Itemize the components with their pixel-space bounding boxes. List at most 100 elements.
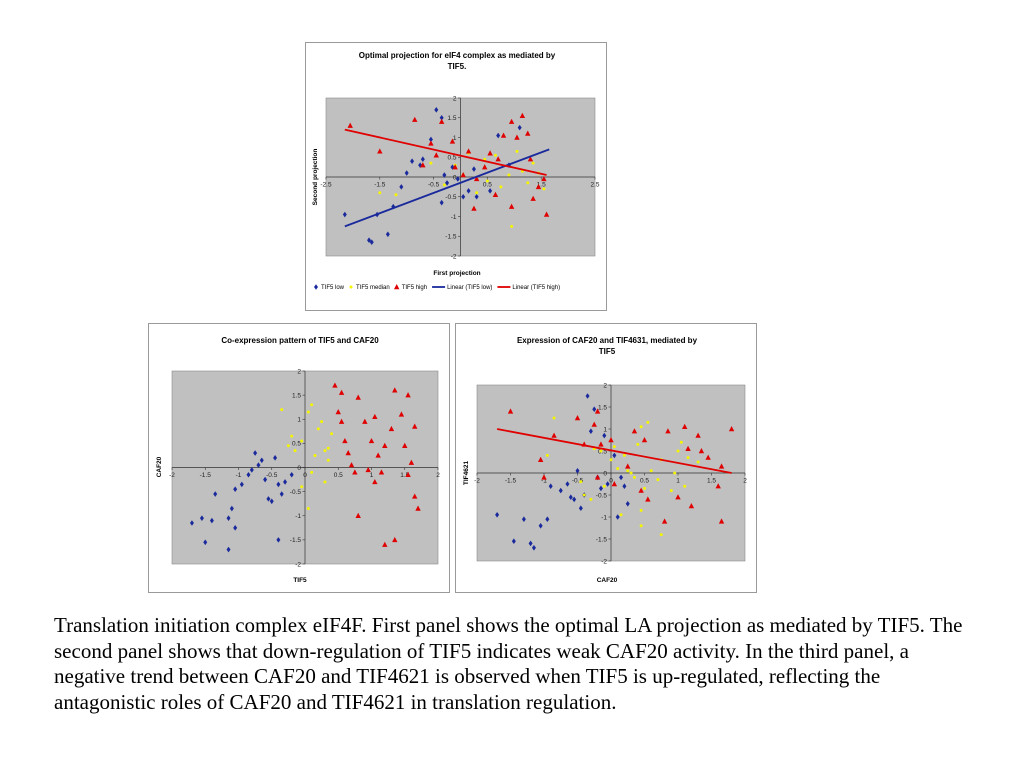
data-point	[378, 191, 382, 195]
data-point	[280, 408, 284, 412]
data-point	[527, 156, 534, 162]
x-tick-label: 2	[743, 478, 747, 485]
data-point	[434, 107, 439, 113]
x-tick-label: 1	[676, 478, 680, 485]
data-point	[342, 437, 348, 444]
data-point	[342, 211, 347, 218]
data-point	[548, 483, 553, 489]
data-point	[578, 505, 583, 511]
data-point	[515, 149, 519, 153]
data-point	[300, 439, 304, 443]
data-point	[273, 455, 278, 461]
chart-optimal-projection: Optimal projection for eIF4 complex as m…	[312, 51, 600, 291]
data-point	[266, 496, 271, 502]
data-point	[398, 411, 405, 417]
chart-panel-caf20-tif4621: Expression of CAF20 and TIF4631, mediate…	[455, 323, 757, 593]
data-point	[574, 415, 581, 421]
y-tick-label: -1.5	[445, 234, 457, 241]
data-point	[572, 496, 577, 503]
data-point	[377, 148, 383, 154]
data-point	[338, 418, 345, 424]
data-point	[473, 175, 480, 182]
data-point	[649, 469, 653, 473]
data-point	[705, 454, 711, 460]
data-point	[286, 444, 290, 448]
data-point	[439, 114, 444, 121]
data-point	[352, 469, 358, 475]
data-point	[526, 181, 530, 185]
y-tick-label: 0	[453, 174, 457, 181]
data-point	[460, 172, 466, 178]
series-4	[496, 428, 732, 474]
data-point	[626, 469, 630, 473]
data-point	[449, 138, 456, 144]
y-tick-label: 1	[297, 417, 301, 424]
data-point	[338, 389, 345, 395]
data-point	[612, 452, 617, 459]
x-tick-label: -2.5	[320, 182, 332, 189]
data-point	[326, 458, 330, 462]
x-tick-label: -2	[169, 472, 175, 479]
data-point	[385, 231, 390, 238]
data-point	[598, 441, 604, 447]
data-point	[382, 541, 388, 547]
trend-line	[496, 428, 732, 474]
x-tick-label: 0.5	[640, 478, 649, 485]
data-point	[378, 469, 385, 475]
data-point	[535, 183, 542, 190]
data-point	[355, 394, 361, 400]
data-point	[213, 491, 218, 497]
y-tick-label: 2	[603, 382, 607, 389]
data-point	[289, 471, 294, 478]
legend-label: TIF5 low	[321, 285, 345, 291]
data-point	[551, 432, 557, 438]
data-point	[552, 416, 556, 420]
data-point	[632, 475, 636, 479]
data-point	[638, 487, 644, 493]
data-point	[636, 442, 640, 446]
data-point	[568, 494, 573, 500]
data-point	[609, 458, 613, 462]
data-point	[316, 427, 320, 431]
data-point	[507, 173, 511, 177]
x-tick-label: 2.5	[590, 182, 599, 189]
data-point	[189, 520, 194, 526]
y-tick-label: -1	[601, 514, 607, 521]
data-point	[246, 471, 251, 478]
y-tick-label: -2	[601, 558, 607, 565]
data-point	[541, 474, 547, 480]
data-point	[728, 426, 735, 432]
data-point	[538, 523, 543, 529]
y-tick-label: -0.5	[596, 492, 608, 499]
data-point	[594, 474, 601, 480]
trend-line	[344, 128, 547, 176]
data-point	[428, 136, 433, 143]
legend-marker	[314, 284, 318, 290]
x-tick-label: 2	[436, 472, 440, 479]
data-point	[488, 188, 493, 194]
data-point	[688, 503, 695, 509]
data-point	[256, 462, 261, 468]
data-point	[415, 505, 421, 511]
data-point	[392, 536, 398, 543]
legend-marker	[394, 284, 400, 290]
y-tick-label: 1.5	[598, 404, 607, 411]
data-point	[388, 425, 395, 432]
data-point	[335, 409, 341, 415]
data-point	[599, 449, 603, 453]
x-tick-label: -0.5	[572, 478, 584, 485]
data-point	[665, 428, 671, 434]
x-tick-label: 1.5	[400, 472, 409, 479]
data-point	[602, 432, 607, 439]
legend-label: TIF5 median	[356, 285, 390, 291]
data-point	[514, 134, 520, 140]
data-point	[330, 432, 334, 436]
y-tick-label: 0	[603, 470, 607, 477]
y-axis-label: TIF4621	[463, 461, 470, 486]
data-point	[313, 453, 317, 457]
data-point	[507, 408, 514, 414]
x-tick-label: -1.5	[374, 182, 386, 189]
y-tick-label: 2	[297, 368, 301, 375]
data-point	[348, 462, 355, 468]
data-point	[310, 470, 314, 474]
